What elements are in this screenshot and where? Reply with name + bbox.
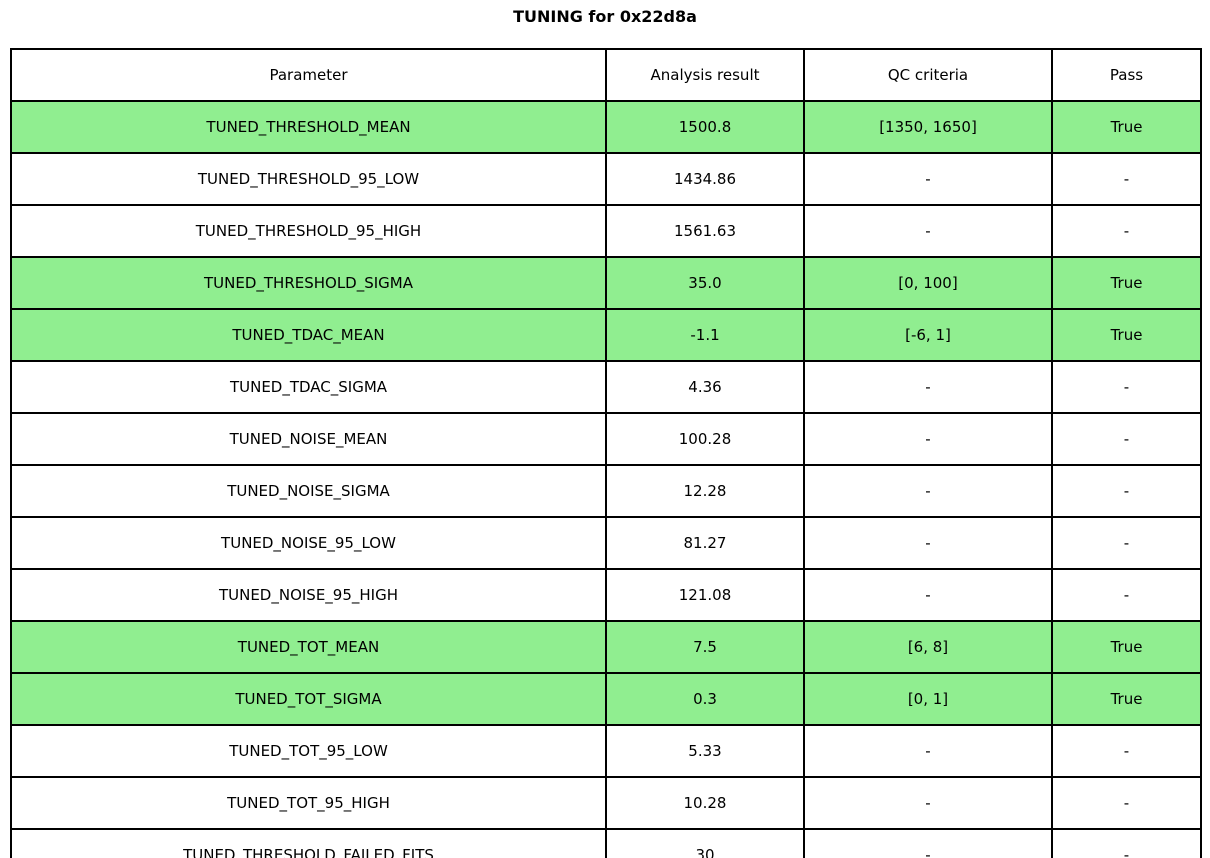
table-row: TUNED_THRESHOLD_SIGMA 35.0 [0, 100] True: [10, 256, 1202, 310]
cell-parameter: TUNED_NOISE_MEAN: [10, 412, 607, 466]
cell-criteria: -: [803, 516, 1053, 570]
cell-parameter: TUNED_NOISE_95_HIGH: [10, 568, 607, 622]
cell-criteria: [1350, 1650]: [803, 100, 1053, 154]
cell-result: 35.0: [605, 256, 805, 310]
cell-criteria: -: [803, 412, 1053, 466]
column-header-analysis-result: Analysis result: [605, 48, 805, 102]
cell-parameter: TUNED_TOT_MEAN: [10, 620, 607, 674]
cell-pass: -: [1051, 516, 1202, 570]
column-header-pass: Pass: [1051, 48, 1202, 102]
table-row: TUNED_NOISE_MEAN 100.28- -: [10, 412, 1202, 466]
cell-criteria: [-6, 1]: [803, 308, 1053, 362]
cell-pass: True: [1051, 620, 1202, 674]
cell-parameter: TUNED_THRESHOLD_MEAN: [10, 100, 607, 154]
cell-result: 100.28: [605, 412, 805, 466]
cell-pass: -: [1051, 776, 1202, 830]
cell-pass: -: [1051, 724, 1202, 778]
cell-result: 121.08: [605, 568, 805, 622]
cell-criteria: -: [803, 828, 1053, 858]
cell-parameter: TUNED_THRESHOLD_95_HIGH: [10, 204, 607, 258]
cell-pass: -: [1051, 412, 1202, 466]
figure-title: TUNING for 0x22d8a: [513, 7, 697, 26]
cell-pass: -: [1051, 568, 1202, 622]
cell-parameter: TUNED_TOT_95_HIGH: [10, 776, 607, 830]
cell-result: 7.5: [605, 620, 805, 674]
cell-criteria: -: [803, 360, 1053, 414]
table-row: TUNED_NOISE_SIGMA 12.28- -: [10, 464, 1202, 518]
cell-result: 1561.63: [605, 204, 805, 258]
cell-parameter: TUNED_THRESHOLD_FAILED_FITS: [10, 828, 607, 858]
cell-pass: -: [1051, 828, 1202, 858]
cell-pass: True: [1051, 256, 1202, 310]
cell-criteria: -: [803, 152, 1053, 206]
table-row: TUNED_TDAC_MEAN -1.1 [-6, 1] True: [10, 308, 1202, 362]
qc-results-table: Parameter Analysis result QC criteria Pass …: [10, 48, 1202, 858]
cell-result: 81.27: [605, 516, 805, 570]
table-body: TUNED_THRESHOLD_MEAN 1500.8 [1350, 1650] Tr…: [10, 100, 1202, 858]
column-header-parameter: Parameter: [10, 48, 607, 102]
cell-criteria: -: [803, 724, 1053, 778]
table-row: TUNED_THRESHOLD_95_HIGH 1561.63- -: [10, 204, 1202, 258]
cell-criteria: [0, 100]: [803, 256, 1053, 310]
cell-pass: -: [1051, 204, 1202, 258]
cell-result: 30: [605, 828, 805, 858]
table-row: TUNED_THRESHOLD_FAILED_FITS 30- -: [10, 828, 1202, 858]
cell-pass: True: [1051, 308, 1202, 362]
table-row: TUNED_NOISE_95_HIGH 121.08- -: [10, 568, 1202, 622]
cell-result: 0.3: [605, 672, 805, 726]
cell-parameter: TUNED_TOT_SIGMA: [10, 672, 607, 726]
table-row: TUNED_TOT_95_LOW 5.33- -: [10, 724, 1202, 778]
cell-result: 1434.86: [605, 152, 805, 206]
cell-result: -1.1: [605, 308, 805, 362]
cell-result: 1500.8: [605, 100, 805, 154]
cell-parameter: TUNED_NOISE_SIGMA: [10, 464, 607, 518]
cell-parameter: TUNED_NOISE_95_LOW: [10, 516, 607, 570]
cell-result: 10.28: [605, 776, 805, 830]
cell-criteria: [0, 1]: [803, 672, 1053, 726]
cell-pass: -: [1051, 152, 1202, 206]
cell-pass: -: [1051, 360, 1202, 414]
cell-criteria: -: [803, 568, 1053, 622]
cell-criteria: [6, 8]: [803, 620, 1053, 674]
header-row: Parameter Analysis result QC criteria Pass: [10, 48, 1202, 102]
cell-parameter: TUNED_TOT_95_LOW: [10, 724, 607, 778]
cell-parameter: TUNED_TDAC_MEAN: [10, 308, 607, 362]
cell-result: 4.36: [605, 360, 805, 414]
table-row: TUNED_TDAC_SIGMA 4.36- -: [10, 360, 1202, 414]
cell-pass: -: [1051, 464, 1202, 518]
cell-pass: True: [1051, 672, 1202, 726]
table-row: TUNED_TOT_SIGMA 0.3 [0, 1] True: [10, 672, 1202, 726]
cell-criteria: -: [803, 464, 1053, 518]
cell-criteria: -: [803, 776, 1053, 830]
column-header-qc-criteria: QC criteria: [803, 48, 1053, 102]
table-row: TUNED_THRESHOLD_MEAN 1500.8 [1350, 1650] Tr…: [10, 100, 1202, 154]
cell-criteria: -: [803, 204, 1053, 258]
table-row: TUNED_NOISE_95_LOW 81.27- -: [10, 516, 1202, 570]
cell-result: 12.28: [605, 464, 805, 518]
table-row: TUNED_TOT_95_HIGH 10.28- -: [10, 776, 1202, 830]
cell-parameter: TUNED_TDAC_SIGMA: [10, 360, 607, 414]
cell-parameter: TUNED_THRESHOLD_95_LOW: [10, 152, 607, 206]
table-row: TUNED_THRESHOLD_95_LOW 1434.86- -: [10, 152, 1202, 206]
cell-parameter: TUNED_THRESHOLD_SIGMA: [10, 256, 607, 310]
cell-pass: True: [1051, 100, 1202, 154]
table-row: TUNED_TOT_MEAN 7.5 [6, 8] True: [10, 620, 1202, 674]
cell-result: 5.33: [605, 724, 805, 778]
